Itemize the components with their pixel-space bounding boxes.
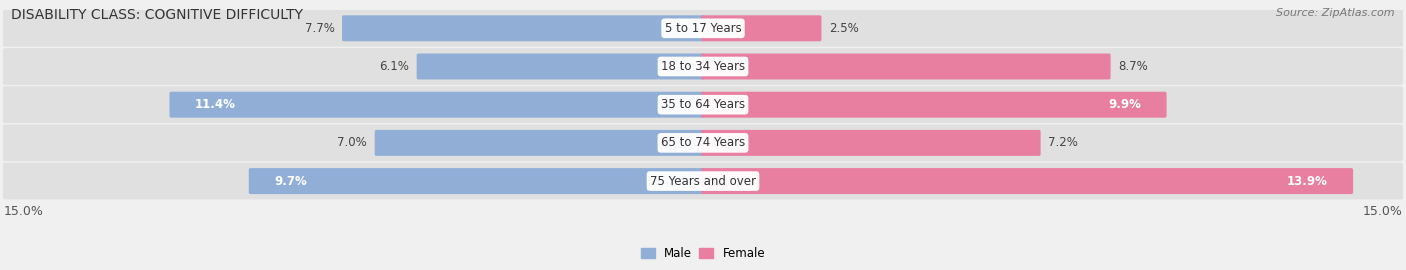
FancyBboxPatch shape [249,168,704,194]
Text: 8.7%: 8.7% [1118,60,1147,73]
Text: 18 to 34 Years: 18 to 34 Years [661,60,745,73]
Text: 9.7%: 9.7% [274,175,307,188]
Text: DISABILITY CLASS: COGNITIVE DIFFICULTY: DISABILITY CLASS: COGNITIVE DIFFICULTY [11,8,304,22]
Text: 75 Years and over: 75 Years and over [650,175,756,188]
Text: 15.0%: 15.0% [3,205,44,218]
FancyBboxPatch shape [1,86,1405,123]
FancyBboxPatch shape [374,130,704,156]
Text: 13.9%: 13.9% [1286,175,1327,188]
Text: 35 to 64 Years: 35 to 64 Years [661,98,745,111]
FancyBboxPatch shape [1,10,1405,47]
FancyBboxPatch shape [702,53,1111,79]
Text: 7.7%: 7.7% [305,22,335,35]
FancyBboxPatch shape [702,130,1040,156]
FancyBboxPatch shape [702,168,1353,194]
FancyBboxPatch shape [342,15,704,41]
Text: 6.1%: 6.1% [380,60,409,73]
Text: 2.5%: 2.5% [830,22,859,35]
FancyBboxPatch shape [416,53,704,79]
Text: 11.4%: 11.4% [194,98,236,111]
Text: 65 to 74 Years: 65 to 74 Years [661,136,745,149]
Text: 7.2%: 7.2% [1047,136,1078,149]
FancyBboxPatch shape [1,48,1405,85]
FancyBboxPatch shape [702,92,1167,118]
Text: 5 to 17 Years: 5 to 17 Years [665,22,741,35]
FancyBboxPatch shape [1,124,1405,161]
FancyBboxPatch shape [702,15,821,41]
Text: Source: ZipAtlas.com: Source: ZipAtlas.com [1277,8,1395,18]
Text: 15.0%: 15.0% [1362,205,1403,218]
Text: 7.0%: 7.0% [337,136,367,149]
FancyBboxPatch shape [170,92,704,118]
FancyBboxPatch shape [1,163,1405,200]
Text: 9.9%: 9.9% [1108,98,1142,111]
Legend: Male, Female: Male, Female [636,242,770,265]
